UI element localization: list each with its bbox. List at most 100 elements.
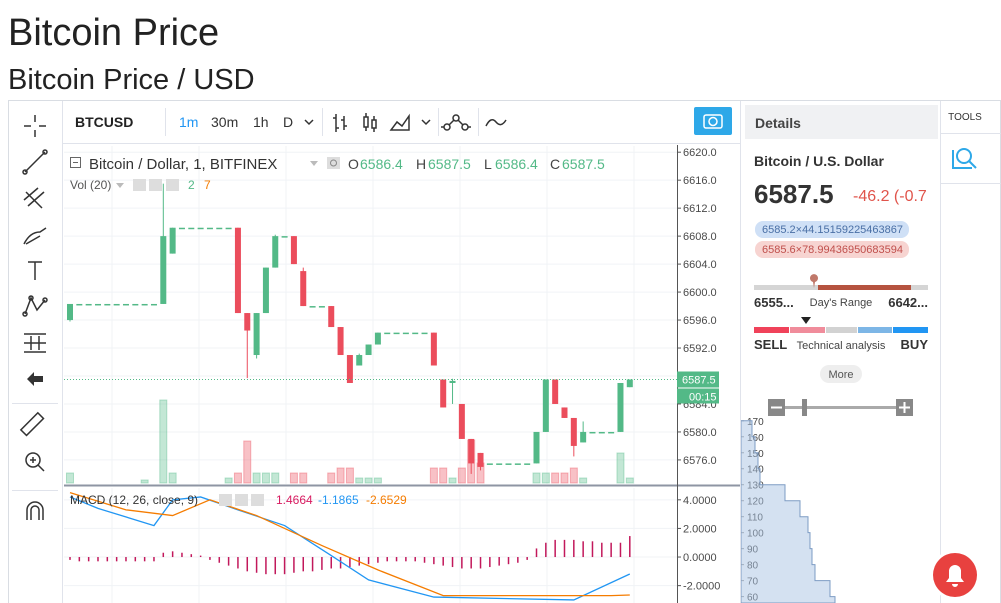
macd-value: -2.6529 (366, 493, 407, 507)
candle-body (253, 313, 260, 356)
candle-body (486, 463, 493, 465)
settings-icon[interactable] (149, 179, 162, 191)
histogram-bar (526, 557, 528, 560)
candle-body (150, 303, 157, 306)
candle-body (477, 452, 484, 467)
volume-bar (233, 472, 242, 484)
y-tick-label: 6576.0 (683, 455, 717, 467)
volume-bar (299, 472, 308, 484)
macd-legend: MACD (12, 26, close, 9) (70, 493, 264, 507)
style-menu[interactable] (421, 119, 431, 126)
volume-bar (551, 472, 560, 484)
price-pane (64, 146, 677, 484)
back-tool[interactable] (27, 372, 43, 386)
macd-value: 1.4664 (276, 493, 313, 507)
candle-body (67, 303, 73, 321)
remove-icon[interactable] (251, 494, 264, 506)
candle-body (356, 355, 363, 366)
volume-menu[interactable] (116, 183, 124, 188)
snapshot-button[interactable] (694, 107, 732, 135)
fib-tool[interactable] (23, 187, 45, 209)
candle-body (421, 332, 428, 335)
candle-body (589, 431, 596, 434)
search-tool[interactable] (952, 148, 977, 169)
crosshair-tool[interactable] (24, 115, 46, 137)
symbol[interactable]: BTCUSD (75, 114, 133, 130)
candle-body (262, 267, 269, 314)
indicators[interactable] (441, 114, 471, 131)
volume-bar (439, 467, 448, 484)
macd-title: MACD (12, 26, close, 9) (70, 493, 198, 507)
candle-body (160, 236, 167, 304)
volume-bar (243, 440, 252, 484)
candle-body (617, 382, 624, 432)
volume-bar (271, 472, 280, 484)
series-menu[interactable] (310, 161, 318, 166)
volume-bar (448, 477, 457, 484)
area-style[interactable] (389, 113, 410, 131)
countdown-box (677, 388, 719, 404)
zoom-tool[interactable] (25, 452, 45, 472)
visibility-icon[interactable] (219, 494, 232, 506)
more-button[interactable] (820, 365, 862, 383)
candle-body (122, 303, 129, 306)
histogram-bar (283, 557, 286, 575)
magnet-tool[interactable] (26, 501, 44, 520)
brush-tool[interactable] (23, 227, 47, 245)
ask: 6585.6×78.99436950683594 (762, 244, 903, 256)
candle-body (290, 236, 297, 265)
settings-icon[interactable] (235, 494, 248, 506)
interval-menu[interactable] (304, 119, 314, 126)
histogram-bar (227, 557, 230, 566)
measure-tool[interactable] (24, 333, 46, 353)
histogram-bar (78, 557, 81, 562)
histogram-bar (545, 542, 547, 558)
last-price-label: 6587.5 (682, 374, 716, 386)
volume-bar (327, 472, 336, 484)
histogram-bar (479, 557, 482, 569)
line-tool[interactable] (22, 149, 48, 175)
histogram-bar (143, 557, 146, 562)
histogram-bar (442, 557, 444, 566)
candle-body (598, 431, 605, 434)
candle-body (468, 438, 475, 464)
page-title: Bitcoin Price (8, 12, 219, 54)
y-tick-label: 6580.0 (683, 427, 717, 439)
candle-body (449, 380, 456, 383)
bars-style[interactable] (333, 114, 347, 132)
histogram-bar (591, 541, 594, 558)
remove-icon[interactable] (166, 179, 179, 191)
visibility-icon[interactable] (133, 179, 146, 191)
interval[interactable]: D (283, 114, 293, 130)
ta-marker (801, 317, 811, 324)
histogram-bar (125, 557, 127, 562)
compare[interactable] (485, 119, 507, 127)
candles-style[interactable] (363, 113, 377, 132)
candle-body (85, 303, 92, 306)
candle-body (626, 379, 633, 388)
histogram-bar (237, 557, 239, 569)
visibility-icon[interactable] (327, 157, 340, 169)
interval[interactable]: 30m (211, 114, 238, 130)
pattern-tool[interactable] (22, 295, 48, 317)
histogram-bar (610, 542, 612, 558)
zoom-handle[interactable] (802, 399, 807, 416)
interval[interactable]: 1h (253, 114, 269, 130)
histogram-bar (134, 557, 137, 562)
histogram-bar (601, 542, 603, 558)
histogram-bar (405, 557, 407, 562)
histogram-bar (461, 557, 463, 569)
candle-body (393, 332, 400, 335)
text-tool[interactable] (28, 261, 42, 280)
ruler-tool[interactable] (19, 411, 45, 437)
volume-bar (168, 472, 177, 484)
volume-bar (159, 399, 168, 484)
interval[interactable]: 1m (179, 114, 198, 130)
candle-body (178, 227, 185, 230)
candle-body (580, 431, 587, 443)
candle-body (412, 332, 419, 335)
y-tick-label: 4.0000 (683, 495, 717, 507)
volume-bar (429, 467, 438, 484)
sell-label: SELL (754, 337, 787, 352)
